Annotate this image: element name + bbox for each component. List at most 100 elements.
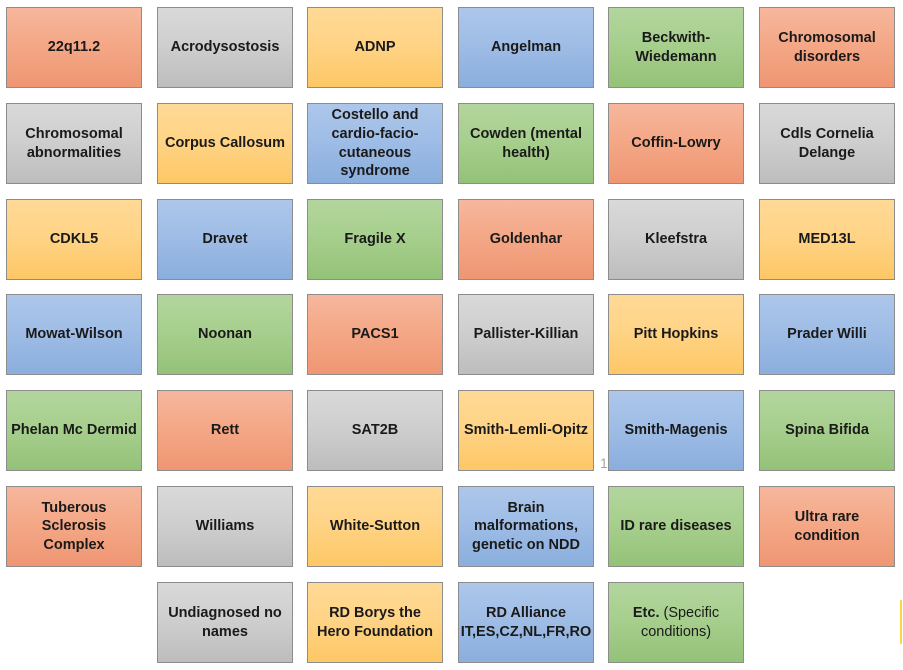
condition-tile: Pallister-Killian (458, 294, 594, 375)
condition-label: MED13L (798, 230, 855, 249)
condition-label: Undiagnosed no names (162, 604, 288, 641)
condition-label-main: Noonan (198, 326, 252, 343)
condition-tile: ID rare diseases (608, 486, 744, 567)
condition-tile: Smith-Magenis (608, 390, 744, 471)
condition-label-main: Acrodysostosis (170, 39, 280, 56)
condition-label: Beckwith-Wiedemann (613, 29, 739, 66)
condition-label-main: Costello and cardio-facio-cutaneous synd… (331, 107, 419, 180)
condition-tile: Ultra rare condition (759, 486, 895, 567)
condition-tile: PACS1 (307, 294, 443, 375)
condition-label: Corpus Callosum (165, 134, 285, 153)
condition-tile: Fragile X (307, 199, 443, 280)
condition-tile: Prader Willi (759, 294, 895, 375)
condition-tile: Williams (157, 486, 293, 567)
condition-label-main: Cdls Cornelia Delange (780, 125, 874, 161)
condition-tile: Costello and cardio-facio-cutaneous synd… (307, 103, 443, 184)
condition-label: Dravet (202, 230, 247, 249)
condition-label-main: MED13L (798, 231, 856, 248)
condition-label-main: CDKL5 (49, 231, 99, 248)
condition-tile: Brain malformations, genetic on NDD (458, 486, 594, 567)
condition-tile: Spina Bifida (759, 390, 895, 471)
condition-label: Phelan Mc Dermid (11, 421, 137, 440)
condition-label: Etc. (Specific conditions) (613, 604, 739, 641)
condition-label: Prader Willi (787, 325, 867, 344)
condition-label-main: Brain malformations, genetic on NDD (472, 499, 580, 553)
condition-tile: 22q11.2 (6, 7, 142, 88)
condition-tile: Etc. (Specific conditions) (608, 582, 744, 663)
edge-marker (900, 600, 902, 644)
condition-label: Smith-Lemli-Opitz (464, 421, 588, 440)
condition-label-note: (Specific conditions) (640, 604, 720, 640)
condition-label-main: Cowden (mental health) (470, 125, 582, 161)
condition-label: Kleefstra (645, 230, 707, 249)
condition-label-main: Beckwith-Wiedemann (635, 29, 717, 65)
condition-label-main: PACS1 (351, 326, 399, 343)
condition-label-main: Pallister-Killian (473, 326, 579, 343)
condition-label: RD Borys the Hero Foundation (312, 604, 438, 641)
condition-label: Smith-Magenis (624, 421, 727, 440)
condition-label-main: White-Sutton (329, 518, 421, 535)
condition-tile: ADNP (307, 7, 443, 88)
condition-label: Pallister-Killian (474, 325, 579, 344)
condition-label-main: Mowat-Wilson (25, 326, 123, 343)
condition-label: Angelman (491, 38, 561, 57)
condition-tile: MED13L (759, 199, 895, 280)
condition-label-main: Dravet (202, 231, 248, 248)
condition-label: SAT2B (352, 421, 398, 440)
condition-tile: Smith-Lemli-Opitz (458, 390, 594, 471)
condition-label-main: RD Borys the Hero Foundation (317, 604, 433, 640)
condition-label: 22q11.2 (48, 38, 100, 57)
condition-label: Tuberous Sclerosis Complex (11, 499, 137, 555)
condition-label: Williams (196, 517, 255, 536)
condition-label: Ultra rare condition (764, 508, 890, 545)
condition-label: Goldenhar (490, 230, 563, 249)
condition-tile: CDKL5 (6, 199, 142, 280)
condition-label: PACS1 (351, 325, 398, 344)
condition-label-main: Smith-Lemli-Opitz (463, 422, 589, 439)
condition-label-main: Ultra rare condition (794, 508, 860, 544)
condition-label: Chromosomal disorders (764, 29, 890, 66)
condition-label: Cdls Cornelia Delange (764, 125, 890, 162)
condition-label: Pitt Hopkins (634, 325, 719, 344)
condition-tile: Chromosomal disorders (759, 7, 895, 88)
condition-tile: Acrodysostosis (157, 7, 293, 88)
condition-label: ADNP (354, 38, 395, 57)
condition-tile: Mowat-Wilson (6, 294, 142, 375)
condition-label-main: Undiagnosed no names (168, 604, 282, 640)
condition-label: Fragile X (344, 230, 405, 249)
condition-label: Chromosomal abnormalities (11, 125, 137, 162)
condition-label-main: Pitt Hopkins (633, 326, 719, 343)
condition-tile: Goldenhar (458, 199, 594, 280)
condition-label-main: SAT2B (351, 422, 399, 439)
condition-label-main: RD Alliance IT,ES,CZ,NL,FR,RO (460, 604, 592, 640)
condition-tile: Kleefstra (608, 199, 744, 280)
condition-tile: White-Sutton (307, 486, 443, 567)
condition-label: Mowat-Wilson (25, 325, 122, 344)
condition-label-main: Chromosomal disorders (778, 29, 876, 65)
condition-label-main: Kleefstra (644, 231, 708, 248)
condition-label: CDKL5 (50, 230, 98, 249)
condition-tile: Chromosomal abnormalities (6, 103, 142, 184)
condition-tile: Rett (157, 390, 293, 471)
condition-label-main: 22q11.2 (47, 39, 101, 56)
condition-label: Rett (211, 421, 239, 440)
condition-label: ID rare diseases (620, 517, 731, 536)
condition-label-main: Rett (210, 422, 240, 439)
condition-label-main: Phelan Mc Dermid (11, 422, 137, 439)
condition-label-main: Etc. (632, 604, 660, 621)
condition-tile: Corpus Callosum (157, 103, 293, 184)
condition-tile: Angelman (458, 7, 594, 88)
condition-label: RD Alliance IT,ES,CZ,NL,FR,RO (461, 604, 592, 641)
condition-label: Noonan (198, 325, 252, 344)
condition-label-main: Tuberous Sclerosis Complex (41, 499, 107, 553)
condition-tile: RD Alliance IT,ES,CZ,NL,FR,RO (458, 582, 594, 663)
condition-tile: Cdls Cornelia Delange (759, 103, 895, 184)
condition-label-main: Goldenhar (489, 231, 563, 248)
condition-label-main: Chromosomal abnormalities (25, 125, 123, 161)
condition-label: Cowden (mental health) (463, 125, 589, 162)
condition-label-main: Angelman (490, 39, 562, 56)
condition-label-main: Smith-Magenis (624, 422, 728, 439)
condition-label: White-Sutton (330, 517, 420, 536)
condition-tile: Phelan Mc Dermid (6, 390, 142, 471)
